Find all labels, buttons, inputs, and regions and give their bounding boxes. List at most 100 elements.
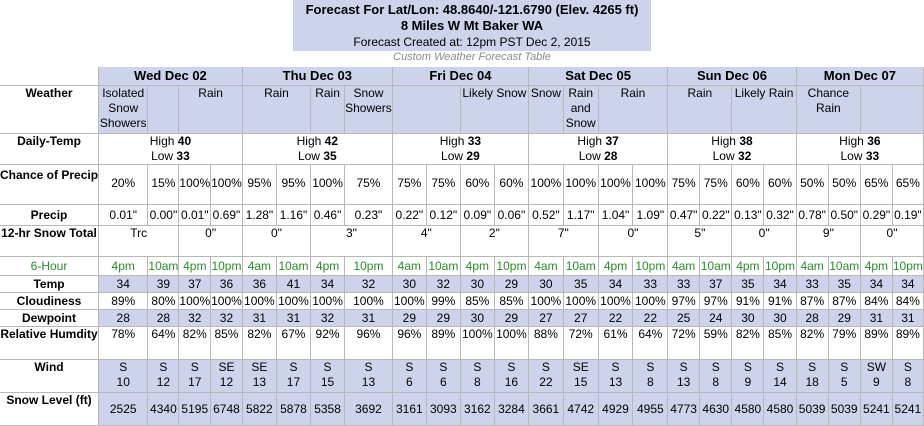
hour-label: 4am	[528, 256, 564, 276]
chance-precip-value: 60%	[763, 164, 797, 205]
precip-value: 0.22"	[392, 204, 427, 226]
dewpoint-value: 31	[242, 309, 277, 327]
wind-speed: 5	[840, 375, 848, 389]
daily-temp-cell: High 42 Low 35	[242, 133, 393, 165]
wind-direction: S	[119, 360, 128, 374]
forecast-location: 8 Miles W Mt Baker WA	[400, 18, 544, 33]
snow-level-value: 3162	[460, 392, 495, 426]
wind-cell: S 10	[98, 359, 149, 393]
temp-value: 37	[699, 275, 733, 293]
cloudiness-value: 100%	[276, 292, 312, 310]
wind-speed: 8	[904, 375, 912, 389]
wind-speed: 15	[574, 375, 588, 389]
high-value: 40	[177, 134, 192, 148]
wind-cell: S 13	[667, 359, 701, 393]
row-label-precip: Precip	[0, 204, 100, 226]
snow-total-value: 2"	[460, 225, 529, 257]
weather-condition: Rain and Snow	[563, 85, 599, 134]
cloudiness-value: 97%	[699, 292, 733, 310]
wind-direction: S	[190, 360, 199, 374]
chance-precip-value: 100%	[178, 164, 212, 205]
dewpoint-value: 31	[344, 309, 393, 327]
row-label-wind: Wind	[0, 359, 100, 393]
humidity-value: 78%	[98, 326, 149, 360]
wind-cell: S 13	[598, 359, 634, 393]
dewpoint-value: 29	[494, 309, 529, 327]
day-header: Sun Dec 06	[667, 67, 797, 86]
wind-direction: SE	[572, 360, 589, 374]
low-value: 33	[176, 149, 190, 163]
snow-level-value: 4580	[763, 392, 797, 426]
wind-cell: S 18	[796, 359, 829, 393]
daily-temp-cell: High 37 Low 28	[528, 133, 669, 165]
snow-total-value: 0"	[242, 225, 312, 257]
temp-value: 30	[460, 275, 495, 293]
wind-cell: SE 13	[242, 359, 277, 393]
dewpoint-value: 31	[276, 309, 312, 327]
weather-condition	[147, 85, 180, 134]
humidity-value: 79%	[828, 326, 861, 360]
wind-speed: 13	[676, 375, 691, 389]
snow-total-value: 9"	[796, 225, 861, 257]
hour-label: 4pm	[98, 256, 149, 276]
high-value: 36	[867, 134, 881, 148]
cloudiness-value: 100%	[632, 292, 669, 310]
cloudiness-value: 100%	[242, 292, 277, 310]
snow-level-value: 4630	[699, 392, 733, 426]
chance-precip-value: 100%	[528, 164, 564, 205]
temp-value: 34	[598, 275, 634, 293]
hour-label: 4pm	[178, 256, 212, 276]
chance-precip-value: 100%	[310, 164, 346, 205]
temp-value: 30	[392, 275, 427, 293]
precip-value: 0.06"	[494, 204, 529, 226]
corner-cell	[0, 67, 100, 86]
wind-direction: S	[473, 360, 482, 374]
wind-speed: 16	[504, 375, 519, 389]
snow-level-value: 5039	[796, 392, 829, 426]
temp-value: 35	[563, 275, 599, 293]
low-label: Low	[441, 149, 464, 163]
humidity-value: 82%	[178, 326, 212, 360]
dewpoint-value: 24	[699, 309, 733, 327]
row-label-snow-level: Snow Level (ft)	[0, 392, 100, 426]
low-value: 28	[604, 149, 618, 163]
low-temp: Low 32	[668, 149, 795, 164]
cloudiness-value: 80%	[147, 292, 180, 310]
wind-speed: 12	[219, 375, 234, 389]
temp-value: 34	[98, 275, 149, 293]
snow-level-value: 5195	[178, 392, 212, 426]
temp-value: 32	[426, 275, 461, 293]
wind-direction: S	[646, 360, 655, 374]
wind-cell: S 12	[147, 359, 180, 393]
precip-value: 0.69"	[210, 204, 243, 226]
humidity-value: 72%	[563, 326, 599, 360]
row-label-humidity: Relative Humdity	[0, 326, 100, 360]
dewpoint-value: 27	[563, 309, 599, 327]
dewpoint-value: 30	[460, 309, 495, 327]
cloudiness-value: 100%	[310, 292, 346, 310]
wind-direction: S	[711, 360, 720, 374]
low-value: 33	[865, 149, 880, 163]
precip-value: 0.50"	[828, 204, 861, 226]
wind-speed: 13	[252, 375, 267, 389]
low-temp: Low 33	[99, 149, 241, 164]
wind-cell: S 17	[276, 359, 312, 393]
wind-speed: 17	[286, 375, 301, 389]
humidity-value: 89%	[426, 326, 461, 360]
high-temp: High 37	[529, 134, 667, 149]
chance-precip-value: 100%	[632, 164, 669, 205]
wind-direction: S	[743, 360, 752, 374]
day-header: Thu Dec 03	[242, 67, 393, 86]
daily-temp-cell: High 38 Low 32	[667, 133, 797, 165]
precip-value: 0.46"	[310, 204, 346, 226]
hour-label: 4pm	[598, 256, 634, 276]
cloudiness-value: 87%	[828, 292, 861, 310]
dewpoint-value: 22	[598, 309, 634, 327]
humidity-value: 64%	[632, 326, 669, 360]
snow-level-value: 3661	[528, 392, 564, 426]
chance-precip-value: 75%	[699, 164, 733, 205]
snow-level-value: 4742	[563, 392, 599, 426]
chance-precip-value: 65%	[860, 164, 893, 205]
